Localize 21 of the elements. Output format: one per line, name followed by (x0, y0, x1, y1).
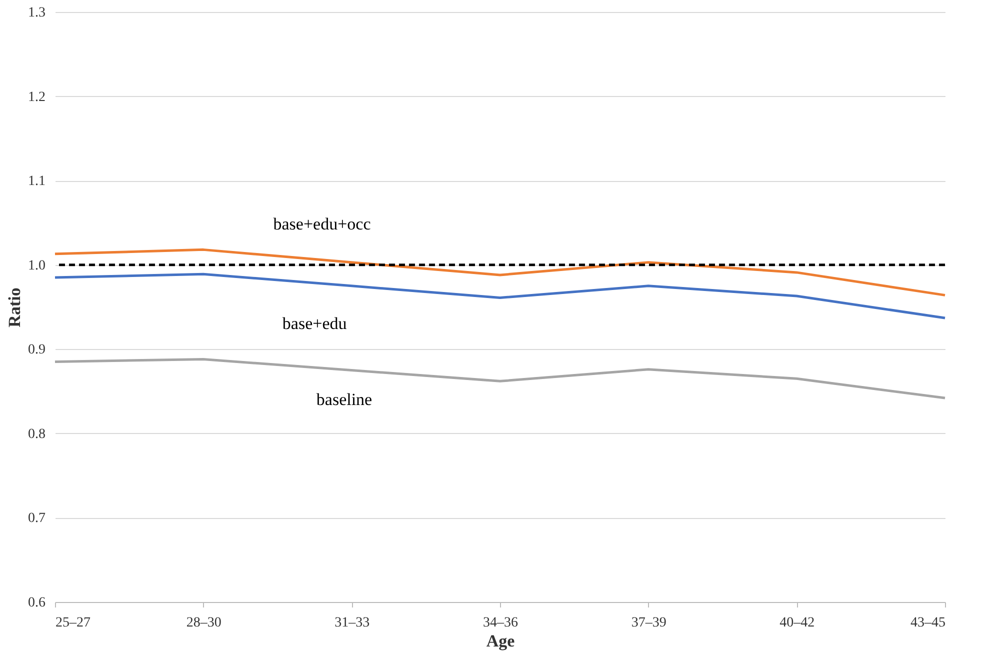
x-tick-label: 34–36 (483, 616, 518, 630)
y-tick-label: 0.9 (28, 342, 46, 358)
y-tick-label: 1.3 (28, 6, 46, 20)
line-series (54, 248, 946, 296)
y-tick-label: 0.6 (28, 596, 46, 610)
x-tick-label: 37–39 (631, 616, 666, 630)
x-tick-label: 25–27 (56, 616, 90, 630)
y-tick-label: 1.2 (28, 90, 46, 105)
series-label: baseline (316, 390, 372, 410)
series-label: base+edu (282, 314, 348, 333)
y-tick-label: 0.7 (28, 511, 46, 526)
y-tick-label: 1.0 (28, 258, 46, 274)
y-tick-label: 1.1 (28, 174, 46, 190)
series-label: base+edu+occ (273, 214, 372, 234)
x-tick-label: 43–45 (910, 616, 946, 630)
y-tick-label: 0.8 (28, 426, 46, 442)
y-axis-title: Ratio (5, 288, 24, 328)
x-tick-label: 28–30 (186, 616, 222, 630)
x-axis-title: Age (486, 632, 516, 650)
x-tick-label: 40–42 (780, 616, 815, 630)
x-tick-label: 31–33 (334, 616, 370, 630)
